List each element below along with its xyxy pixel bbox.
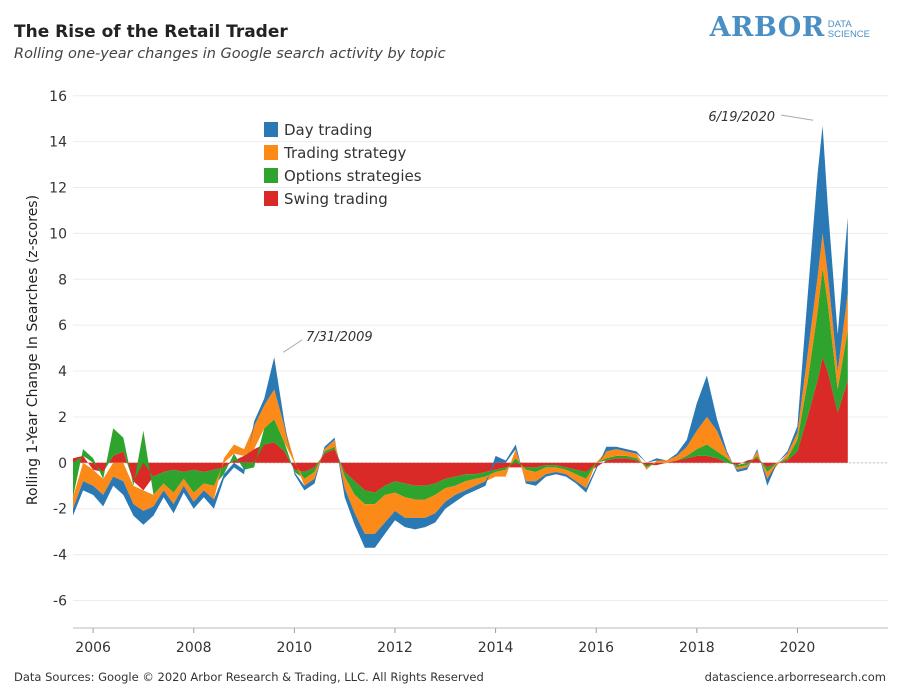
y-axis-label: Rolling 1-Year Change In Searches (z-sco… xyxy=(25,195,41,505)
legend-swatch xyxy=(264,122,278,137)
legend-label: Trading strategy xyxy=(283,144,406,162)
y-tick-label: 12 xyxy=(49,181,67,197)
y-tick-label: 6 xyxy=(58,318,67,334)
y-tick-label: -2 xyxy=(53,502,67,518)
area-trading-strategy xyxy=(73,233,848,534)
y-tick-label: -6 xyxy=(53,593,67,609)
annotations: 7/31/2009 6/19/2020 xyxy=(282,110,814,353)
y-tick-label: 0 xyxy=(58,456,67,472)
annotation-leader xyxy=(780,114,814,121)
legend-label: Swing trading xyxy=(284,190,388,208)
legend-label: Day trading xyxy=(284,121,372,139)
annotation-leader xyxy=(282,339,303,353)
logo-subtext: DATA SCIENCE xyxy=(827,18,870,40)
y-tick-label: 4 xyxy=(58,364,67,380)
x-tick-label: 2006 xyxy=(75,640,111,656)
x-tick-label: 2018 xyxy=(679,640,715,656)
legend-swatch xyxy=(264,191,278,206)
x-tick-label: 2008 xyxy=(176,640,212,656)
y-tick-label: 8 xyxy=(58,272,67,288)
y-tick-label: 10 xyxy=(49,226,67,242)
website-footer: datascience.arborresearch.com xyxy=(704,670,886,684)
data-sources-footer: Data Sources: Google © 2020 Arbor Resear… xyxy=(14,670,484,684)
legend-swatch xyxy=(264,168,278,183)
chart-title: The Rise of the Retail Trader xyxy=(14,22,288,42)
y-tick-label: -4 xyxy=(53,548,67,564)
logo-word: ARBOR xyxy=(709,12,825,43)
area-swing-trading xyxy=(73,357,848,493)
annotation-2020: 6/19/2020 xyxy=(708,110,775,125)
axes: -6 -4 -2 0 2 4 6 8 10 12 14 16 2006 2008 2010 2012 2014 2… xyxy=(49,89,888,656)
logo-sub-line-1: DATA xyxy=(827,18,852,30)
gridlines xyxy=(73,95,888,601)
area-series xyxy=(73,125,848,548)
y-tick-label: 14 xyxy=(49,135,67,151)
arbor-logo: ARBOR DATA SCIENCE xyxy=(710,12,870,43)
x-tick-label: 2012 xyxy=(377,640,413,656)
legend-label: Options strategies xyxy=(284,167,422,185)
annotation-2009: 7/31/2009 xyxy=(306,330,373,345)
x-tick-label: 2014 xyxy=(478,640,514,656)
legend: Day trading Trading strategy Options strat… xyxy=(264,121,422,208)
chart-subtitle: Rolling one-year changes in Google searc… xyxy=(14,46,446,62)
legend-swatch xyxy=(264,145,278,160)
y-tick-label: 16 xyxy=(49,89,67,105)
x-tick-label: 2020 xyxy=(780,640,816,656)
y-tick-label: 2 xyxy=(58,410,67,426)
x-tick-label: 2016 xyxy=(578,640,614,656)
logo-sub-line-2: SCIENCE xyxy=(827,28,870,40)
x-tick-label: 2010 xyxy=(277,640,313,656)
